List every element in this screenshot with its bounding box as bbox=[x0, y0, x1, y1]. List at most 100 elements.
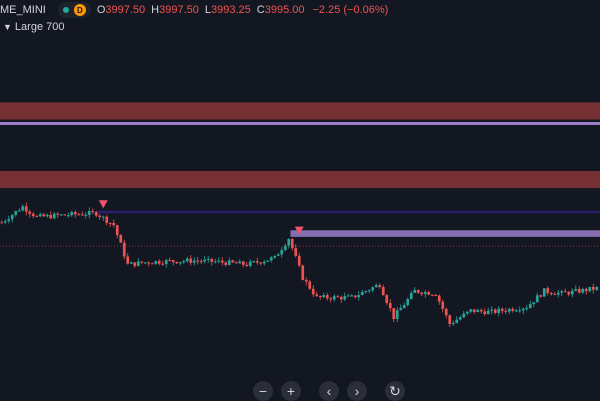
candle-up bbox=[487, 311, 490, 314]
symbol-legend: ME_MINI D O3997.50 H3997.50 L3993.25 C39… bbox=[0, 0, 388, 20]
candle-down bbox=[133, 262, 136, 266]
candle-up bbox=[39, 214, 42, 216]
candle-up bbox=[217, 261, 220, 262]
candle-down bbox=[315, 294, 318, 296]
candle-up bbox=[266, 260, 269, 261]
candle-down bbox=[221, 261, 224, 263]
candle-up bbox=[364, 291, 367, 292]
candle-up bbox=[144, 262, 147, 263]
candle-up bbox=[406, 299, 409, 305]
candle-up bbox=[574, 289, 577, 291]
candle-down bbox=[119, 235, 122, 243]
candle-down bbox=[438, 296, 441, 302]
candle-down bbox=[56, 214, 59, 215]
candle-up bbox=[277, 254, 280, 255]
reset-chart-button[interactable]: ↻ bbox=[385, 381, 405, 401]
candle-down bbox=[326, 295, 329, 298]
candle-down bbox=[340, 297, 343, 299]
candle-down bbox=[151, 263, 154, 264]
candle-up bbox=[179, 262, 182, 263]
zoom-out-button[interactable]: − bbox=[253, 381, 273, 401]
candle-down bbox=[553, 294, 556, 295]
candle-down bbox=[427, 292, 430, 295]
candle-down bbox=[434, 295, 437, 296]
zoom-in-button[interactable]: + bbox=[281, 381, 301, 401]
high-label: H bbox=[151, 4, 159, 16]
candle-up bbox=[403, 305, 406, 308]
candle-down bbox=[546, 288, 549, 293]
candle-up bbox=[154, 261, 157, 264]
candle-down bbox=[210, 259, 213, 262]
candle-down bbox=[539, 295, 542, 296]
candle-up bbox=[368, 290, 371, 291]
candle-down bbox=[431, 295, 434, 296]
candle-up bbox=[21, 206, 24, 210]
candle-down bbox=[494, 310, 497, 313]
candle-down bbox=[550, 293, 553, 294]
candle-down bbox=[74, 212, 77, 214]
candle-down bbox=[189, 259, 192, 263]
candle-down bbox=[256, 261, 259, 262]
candle-up bbox=[88, 211, 91, 215]
candle-down bbox=[480, 310, 483, 311]
candle-up bbox=[518, 310, 521, 311]
candle-up bbox=[452, 323, 455, 324]
candle-up bbox=[284, 246, 287, 250]
candle-down bbox=[441, 302, 444, 309]
candle-down bbox=[511, 309, 514, 311]
candle-down bbox=[567, 292, 570, 294]
indicator-legend[interactable]: ▼ Large 700 bbox=[3, 21, 64, 33]
candle-down bbox=[564, 291, 567, 292]
candle-down bbox=[28, 212, 31, 214]
candle-up bbox=[375, 285, 378, 287]
collapse-icon[interactable]: ▼ bbox=[3, 22, 12, 32]
candle-up bbox=[60, 214, 63, 215]
interval-badge: D bbox=[74, 4, 86, 16]
candle-down bbox=[32, 214, 35, 216]
ohlc-values: O3997.50 H3997.50 L3993.25 C3995.00 −2.2… bbox=[97, 4, 389, 16]
candle-down bbox=[63, 214, 66, 215]
symbol-name[interactable]: ME_MINI bbox=[0, 4, 46, 16]
candle-down bbox=[312, 289, 315, 295]
indicator-name: Large 700 bbox=[15, 21, 65, 33]
candle-down bbox=[378, 285, 381, 287]
candle-up bbox=[361, 292, 364, 295]
candle-down bbox=[445, 309, 448, 315]
candle-down bbox=[126, 256, 129, 263]
status-indicators[interactable]: D bbox=[58, 2, 91, 18]
candle-down bbox=[385, 295, 388, 303]
candle-up bbox=[252, 261, 255, 262]
price-change: −2.25 (−0.06%) bbox=[313, 4, 389, 16]
candle-down bbox=[420, 293, 423, 294]
supply-band bbox=[291, 230, 600, 237]
scroll-left-button[interactable]: ‹ bbox=[319, 381, 339, 401]
candle-up bbox=[203, 260, 206, 262]
candle-up bbox=[347, 296, 350, 297]
candle-up bbox=[18, 211, 21, 212]
candle-up bbox=[560, 291, 563, 293]
candle-down bbox=[77, 214, 80, 215]
scroll-right-button[interactable]: › bbox=[347, 381, 367, 401]
candle-down bbox=[98, 216, 101, 217]
candle-up bbox=[357, 295, 360, 297]
candle-up bbox=[46, 215, 49, 216]
candle-up bbox=[263, 262, 266, 264]
candle-up bbox=[525, 308, 528, 309]
candle-up bbox=[508, 309, 511, 312]
candle-down bbox=[305, 280, 308, 282]
candle-up bbox=[322, 295, 325, 297]
candle-down bbox=[392, 308, 395, 319]
candle-up bbox=[102, 217, 105, 218]
candle-up bbox=[280, 250, 283, 254]
candle-down bbox=[448, 315, 451, 324]
candle-down bbox=[298, 256, 301, 266]
candle-up bbox=[424, 292, 427, 294]
candle-down bbox=[578, 289, 581, 293]
candle-up bbox=[532, 302, 535, 304]
candle-up bbox=[557, 293, 560, 295]
candle-down bbox=[473, 309, 476, 312]
candle-up bbox=[70, 212, 73, 215]
candle-down bbox=[49, 215, 52, 218]
candle-up bbox=[410, 293, 413, 299]
